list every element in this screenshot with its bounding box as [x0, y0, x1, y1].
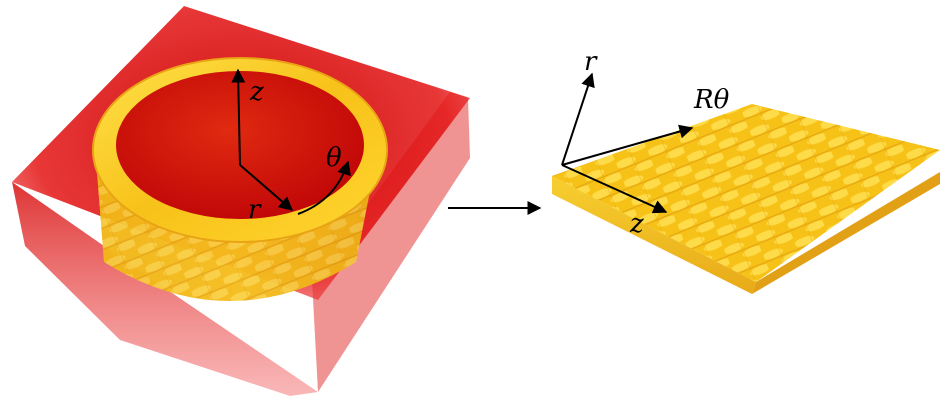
left-axes: z r θ — [231, 68, 351, 225]
r-axis-label: r — [248, 195, 262, 225]
theta-axis-arrow — [297, 160, 351, 215]
unwrapped-slab — [552, 104, 940, 294]
z-axis-arrow-right — [561, 164, 668, 214]
slab-front-side — [552, 176, 756, 294]
theta-axis-label: θ — [326, 143, 342, 173]
r-axis-arrow — [239, 164, 294, 211]
slab-right-side — [752, 172, 940, 294]
right-axes: r Rθ z — [561, 47, 730, 239]
r-theta-axis-label: Rθ — [693, 85, 730, 115]
slab-top-surface — [552, 104, 940, 282]
z-axis-arrow — [231, 68, 246, 166]
z-axis-label: z — [249, 77, 264, 107]
r-axis-arrow-right — [561, 72, 595, 166]
z-axis-label-right: z — [629, 209, 644, 239]
r-theta-axis-arrow — [561, 124, 694, 166]
box-right-face — [312, 92, 470, 392]
cylinder-volume — [12, 6, 470, 396]
r-axis-label-right: r — [584, 47, 598, 77]
